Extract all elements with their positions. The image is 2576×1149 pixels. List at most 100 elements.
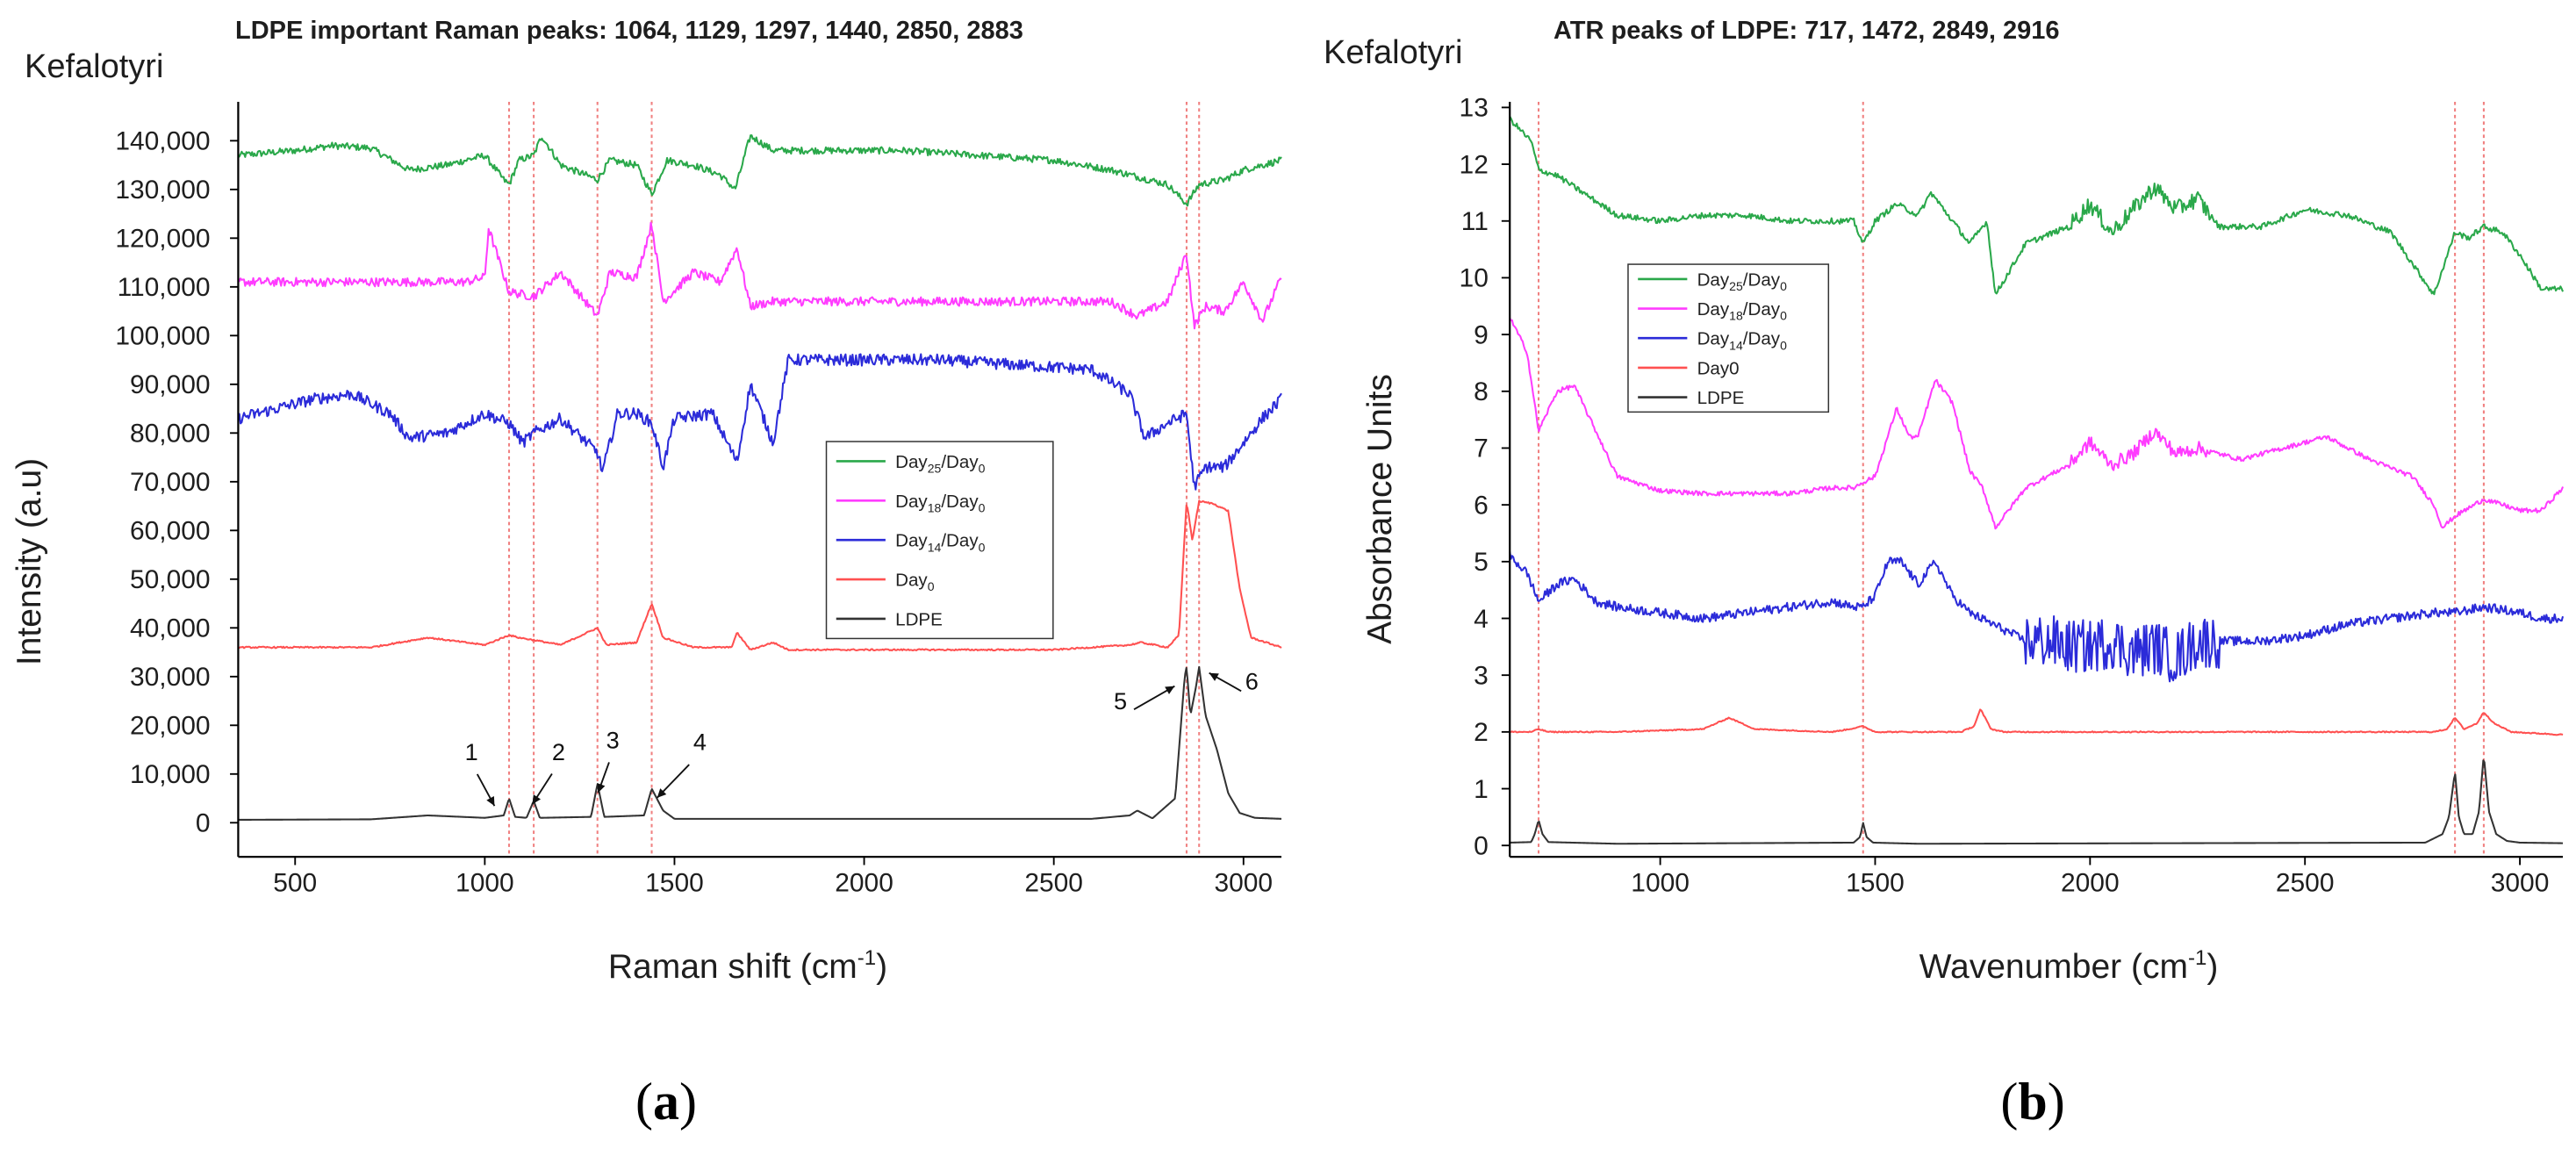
panel-b-legend-label: Day0 [1697, 358, 1740, 378]
panel-a-peak-arrowhead [597, 783, 606, 794]
panel-a-x-axis-label-sup: -1 [857, 946, 876, 970]
panel-a-legend-label: Day0 [895, 571, 935, 594]
panel-a-y-tick-label: 100,000 [115, 322, 210, 351]
panel-a-title: LDPE important Raman peaks: 1064, 1129, … [235, 17, 1023, 45]
panel-b-y-tick-label: 11 [1461, 207, 1489, 236]
panel-a-peak-label: 3 [606, 727, 620, 754]
panel-b-series-day14day0 [1509, 551, 2565, 683]
panel-a-y-tick-label: 10,000 [130, 760, 211, 789]
panel-b-legend: Day25/Day0 Day18/Day0 Day14/Day0 Day0 LDPE [1627, 263, 1830, 413]
panel-a-raman: LDPE important Raman peaks: 1064, 1129, … [11, 17, 1282, 1131]
panel-b-legend-label: Day18/Day0 [1697, 299, 1788, 323]
panel-a-y-tick-label: 30,000 [130, 663, 211, 692]
panel-b-sample-label: Kefalotyri [1324, 34, 1462, 71]
panel-a-legend-label: Day14/Day0 [895, 531, 986, 555]
panel-a-letter: a [653, 1073, 679, 1131]
panel-a-y-tick-label: 0 [196, 809, 211, 838]
panel-a-peak-annotation: 1 [465, 738, 496, 807]
panel-a-y-tick-label: 40,000 [130, 614, 211, 643]
panel-a-x-axis-label: Raman shift (cm-1) [608, 946, 887, 986]
panel-a-peak-annotation: 2 [531, 738, 565, 805]
panel-b-series-day25day0 [1509, 116, 2564, 296]
panel-a-peak-arrowhead [532, 794, 542, 805]
panel-b-x-axis-label-sup: -1 [2188, 946, 2206, 970]
panel-b-x-tick-label: 2500 [2276, 868, 2335, 897]
panel-a-peak-annotation: 5 [1114, 685, 1175, 715]
panel-b-legend-label: LDPE [1697, 388, 1745, 408]
panel-b-legend-label: Day25/Day0 [1697, 269, 1788, 293]
panel-a-y-axis-label: Intensity (a.u) [11, 458, 48, 665]
panel-a-x-tick-label: 500 [273, 868, 317, 897]
panel-a-peak-label: 6 [1245, 667, 1259, 694]
panel-b-y-tick-label: 8 [1474, 377, 1489, 406]
panel-a-peak-arrowhead [486, 795, 495, 807]
panel-a-y-tick-label: 80,000 [130, 420, 211, 449]
panel-b-y-tick-label: 10 [1460, 264, 1489, 293]
panel-a-series-day0 [238, 499, 1282, 652]
panel-a-y-tick-label: 70,000 [130, 468, 211, 497]
panel-a-peak-annotation: 3 [597, 727, 620, 794]
panel-b-y-tick-label: 9 [1474, 320, 1489, 349]
panel-a-y-tick-label: 20,000 [130, 712, 211, 741]
panel-b-x-tick-label: 1500 [1846, 868, 1905, 897]
panel-a-plot-area: 500 1000 1500 2000 2500 3000 0 10,000 20,000 30,0… [115, 101, 1282, 897]
panel-b-plot-area: 1000 1500 2000 2500 3000012345678910111213Da… [1460, 94, 2565, 897]
panel-b-y-tick-label: 4 [1474, 605, 1489, 634]
panel-a-series-day25day0 [237, 134, 1282, 207]
panel-a-y-tick-label: 140,000 [115, 127, 210, 156]
panel-a-peak-arrowhead [657, 788, 667, 798]
panel-b-series-ldpe [1510, 759, 2564, 845]
panel-a-legend-label: LDPE [895, 609, 943, 629]
panel-b-series-day0 [1510, 708, 2564, 736]
panel-a-caption: (a) [635, 1073, 697, 1131]
panel-a-sample-label: Kefalotyri [25, 48, 163, 85]
panel-a-peak-arrowhead [1209, 672, 1219, 681]
panel-b-y-tick-label: 0 [1474, 832, 1489, 861]
panel-b-caption: (b) [2000, 1073, 2064, 1131]
panel-a-peak-arrowhead [1165, 686, 1175, 694]
panel-b-y-tick-label: 12 [1460, 150, 1489, 179]
panel-a-x-tick-label: 1500 [645, 868, 704, 897]
panel-b-y-tick-label: 7 [1474, 434, 1489, 463]
panel-b-letter: b [2018, 1073, 2047, 1131]
panel-a-y-tick-label: 60,000 [130, 517, 211, 546]
panel-a-legend-label: Day18/Day0 [895, 492, 986, 515]
panel-a-y-tick-label: 120,000 [115, 225, 210, 254]
panel-b-y-tick-label: 2 [1474, 718, 1489, 747]
panel-b-y-tick-label: 3 [1474, 661, 1489, 690]
panel-a-x-tick-label: 2500 [1024, 868, 1083, 897]
panel-a-legend: Day25/Day0 Day18/Day0 Day14/Day0 Day0 LDPE [825, 441, 1054, 640]
panel-b-x-axis-label-close: ) [2206, 948, 2218, 986]
panel-a-x-tick-label: 1000 [456, 868, 514, 897]
panel-a-y-tick-label: 50,000 [130, 565, 211, 594]
panel-b-y-tick-label: 13 [1460, 94, 1489, 123]
panel-a-y-tick-label: 130,000 [115, 176, 210, 205]
panel-a-peak-annotation: 6 [1209, 667, 1259, 694]
panel-b-title: ATR peaks of LDPE: 717, 1472, 2849, 2916 [1553, 17, 2060, 45]
panel-b-x-axis-label: Wavenumber (cm-1) [1919, 946, 2219, 986]
panel-a-y-tick-label: 90,000 [130, 370, 211, 399]
panel-a-series-day18day0 [237, 221, 1282, 330]
panel-a-peak-label: 2 [552, 738, 565, 765]
panel-a-peak-label: 1 [465, 738, 478, 765]
panel-b-y-axis-label: Absorbance Units [1361, 374, 1399, 644]
panel-a-x-tick-label: 2000 [835, 868, 893, 897]
panel-b-x-tick-label: 1000 [1631, 868, 1690, 897]
panel-a-peak-annotation: 4 [657, 729, 707, 799]
panel-b-y-tick-label: 5 [1474, 548, 1489, 577]
panel-b-y-tick-label: 6 [1474, 491, 1489, 520]
panel-a-x-tick-label: 3000 [1214, 868, 1273, 897]
panel-a-y-tick-label: 110,000 [118, 273, 211, 302]
panel-b-legend-label: Day14/Day0 [1697, 329, 1788, 353]
panel-a-series-day14day0 [238, 353, 1282, 491]
panel-a-series-ldpe [238, 665, 1282, 821]
panel-b-x-tick-label: 2000 [2061, 868, 2120, 897]
panel-b-series-day18day0 [1509, 317, 2564, 530]
panel-a-x-axis-label-text: Raman shift (cm [608, 948, 857, 986]
panel-a-peak-label: 4 [693, 729, 707, 756]
panel-b-atr: ATR peaks of LDPE: 717, 1472, 2849, 2916… [1324, 17, 2565, 1131]
panel-b-y-tick-label: 1 [1474, 775, 1489, 804]
panel-a-peak-label: 5 [1114, 687, 1127, 715]
panel-a-legend-label: Day25/Day0 [895, 452, 986, 476]
